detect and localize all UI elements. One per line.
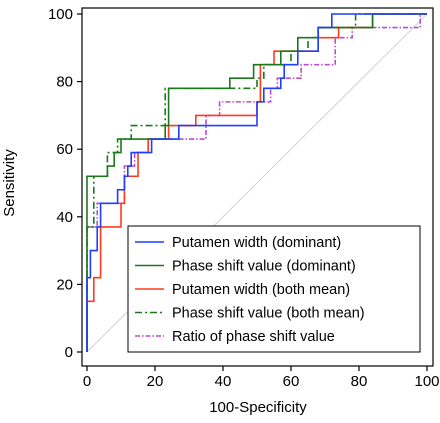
x-tick-label: 20 <box>147 373 164 390</box>
legend-box <box>127 225 421 353</box>
series-line-1 <box>86 13 427 352</box>
x-tick-label: 100 <box>414 373 439 390</box>
series-line-5 <box>86 13 427 352</box>
legend-label-4: Phase shift value (both mean) <box>172 306 365 322</box>
y-tick-label: 80 <box>56 74 73 91</box>
x-axis-label: 100-Specificity <box>209 399 307 416</box>
y-tick-label: 60 <box>56 141 73 158</box>
y-tick-label: 100 <box>48 6 73 23</box>
y-tick-label: 0 <box>65 344 73 361</box>
x-tick-label: 80 <box>351 373 368 390</box>
x-tick-label: 0 <box>83 373 91 390</box>
y-tick-label: 40 <box>56 209 73 226</box>
plot-area <box>86 13 428 353</box>
plot-frame <box>81 7 434 367</box>
legend-label-5: Ratio of phase shift value <box>172 329 335 345</box>
x-tick-label: 40 <box>215 373 232 390</box>
legend-label-1: Putamen width (dominant) <box>172 235 341 251</box>
legend: Putamen width (dominant) Phase shift valu… <box>127 225 421 353</box>
x-tick-label: 60 <box>283 373 300 390</box>
legend-label-3: Putamen width (both mean) <box>172 282 350 298</box>
y-tick-label: 20 <box>56 276 73 293</box>
y-axis-label: Sensitivity <box>1 149 18 217</box>
legend-label-2: Phase shift value (dominant) <box>172 259 356 275</box>
axes: 0 20 40 60 80 100 0 20 40 60 80 100 <box>48 6 440 390</box>
